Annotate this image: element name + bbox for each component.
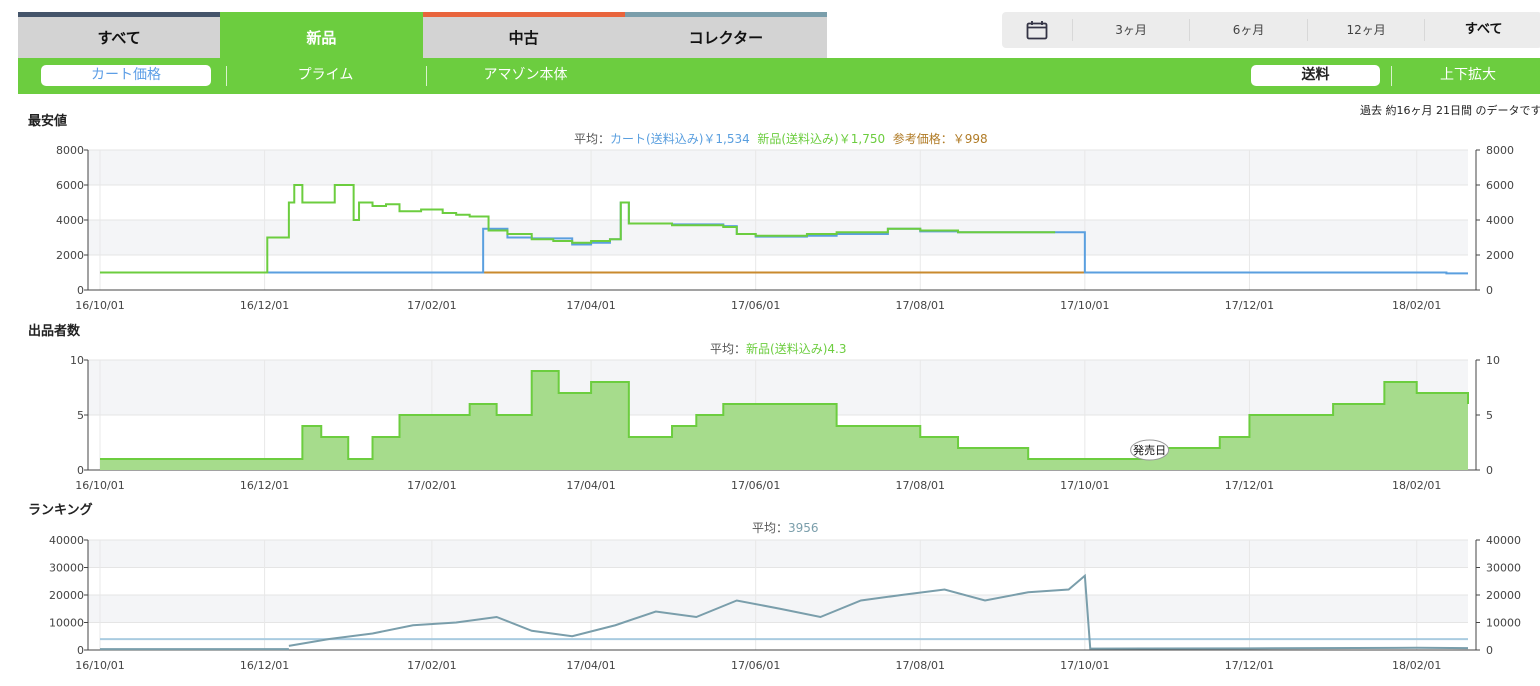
x-tick-label: 17/10/01	[1060, 479, 1109, 492]
avg-prefix: 平均：	[752, 521, 789, 535]
sellers-title: 出品者数	[28, 324, 81, 339]
y-tick-label-left: 8000	[56, 144, 84, 157]
range-3m-button[interactable]: 3ヶ月	[1071, 19, 1190, 41]
shipping-toggle[interactable]: 送料	[1251, 65, 1380, 86]
x-tick-label: 17/12/01	[1225, 299, 1274, 312]
y-tick-label-left: 20000	[49, 589, 84, 602]
tab-new[interactable]: 新品	[220, 12, 423, 58]
toolbar-divider	[226, 66, 227, 86]
cart-price-toggle[interactable]: カート価格	[41, 65, 211, 86]
ranking-average-legend: 平均：3956	[752, 519, 819, 536]
y-tick-label-right: 5	[1486, 409, 1493, 422]
amazon-toggle[interactable]: アマゾン本体	[483, 67, 568, 83]
avg-prefix: 平均：	[710, 342, 747, 356]
x-tick-label: 16/10/01	[75, 659, 124, 672]
x-tick-label: 17/02/01	[407, 659, 456, 672]
sellers-chart: 0 0 5 5 10 10 16/10/01 16/12/01 17/02/01 17/04/01…	[70, 354, 1500, 492]
prime-toggle[interactable]: プライム	[297, 67, 354, 83]
ranking-line	[288, 573, 1469, 650]
y-tick-label-right: 4000	[1486, 214, 1514, 227]
y-tick-label-left: 0	[77, 644, 84, 657]
x-tick-label: 17/06/01	[731, 659, 780, 672]
avg-new: 新品(送料込み)￥1,750	[757, 132, 886, 146]
y-tick-label-right: 8000	[1486, 144, 1514, 157]
avg-new-sellers: 新品(送料込み)4.3	[746, 342, 847, 356]
y-tick-label-left: 2000	[56, 249, 84, 262]
release-date-marker	[1130, 439, 1170, 461]
x-tick-label: 18/02/01	[1392, 299, 1441, 312]
avg-reference: 参考価格：￥998	[892, 132, 988, 146]
y-tick-label-left: 10000	[49, 617, 84, 630]
y-tick-label-right: 0	[1486, 284, 1493, 297]
y-tick-label-right: 0	[1486, 464, 1493, 477]
condition-tabs: すべて 新品 中古 コレクター	[18, 12, 827, 58]
release-date-label: 発売日	[1133, 443, 1166, 457]
sellers-line	[100, 370, 1469, 460]
x-tick-label: 17/12/01	[1225, 659, 1274, 672]
x-tick-label: 16/12/01	[240, 299, 289, 312]
x-tick-label: 17/02/01	[407, 299, 456, 312]
avg-cart: カート(送料込み)￥1,534	[610, 132, 750, 146]
y-tick-label-left: 4000	[56, 214, 84, 227]
y-tick-label-right: 40000	[1486, 534, 1521, 547]
y-tick-label-right: 0	[1486, 644, 1493, 657]
calendar-icon[interactable]	[1002, 20, 1072, 40]
avg-rank: 3956	[788, 521, 819, 535]
y-tick-label-left: 0	[77, 464, 84, 477]
y-tick-label-right: 30000	[1486, 562, 1521, 575]
range-all-button[interactable]: すべて	[1424, 19, 1540, 41]
x-tick-label: 18/02/01	[1392, 479, 1441, 492]
chart-toolbar: カート価格 プライム アマゾン本体 送料 上下拡大	[18, 58, 1540, 94]
x-tick-label: 16/10/01	[75, 479, 124, 492]
new-price-line	[100, 184, 1056, 274]
y-tick-label-right: 10	[1486, 354, 1500, 367]
sellers-average-legend: 平均：新品(送料込み)4.3	[710, 340, 846, 357]
grid-band	[88, 540, 1468, 568]
y-tick-label-right: 20000	[1486, 589, 1521, 602]
price-title: 最安値	[28, 114, 68, 129]
y-tick-label-left: 30000	[49, 562, 84, 575]
x-tick-label: 17/10/01	[1060, 299, 1109, 312]
x-tick-label: 17/08/01	[896, 299, 945, 312]
y-tick-label-left: 10	[70, 354, 84, 367]
x-tick-label: 17/06/01	[731, 299, 780, 312]
x-tick-label: 17/08/01	[896, 659, 945, 672]
range-6m-button[interactable]: 6ヶ月	[1189, 19, 1307, 41]
y-tick-label-left: 40000	[49, 534, 84, 547]
x-tick-label: 17/04/01	[566, 299, 615, 312]
range-selector: 3ヶ月 6ヶ月 12ヶ月 すべて	[1002, 12, 1540, 48]
y-tick-label-left: 5	[77, 409, 84, 422]
toolbar-divider	[1391, 66, 1392, 86]
ranking-title: ランキング	[28, 503, 93, 518]
x-tick-label: 16/12/01	[240, 659, 289, 672]
y-tick-label-left: 0	[77, 284, 84, 297]
period-note: 過去 約16ヶ月 21日間 のデータです	[1360, 104, 1540, 117]
x-tick-label: 17/08/01	[896, 479, 945, 492]
y-tick-label-left: 6000	[56, 179, 84, 192]
tab-collector[interactable]: コレクター	[624, 12, 827, 58]
toolbar-divider	[426, 66, 427, 86]
zoom-toggle[interactable]: 上下拡大	[1440, 67, 1496, 83]
x-tick-label: 17/06/01	[731, 479, 780, 492]
avg-prefix: 平均：	[574, 132, 611, 146]
x-tick-label: 16/12/01	[240, 479, 289, 492]
price-average-legend: 平均：カート(送料込み)￥1,534 新品(送料込み)￥1,750 参考価格：￥…	[574, 130, 988, 147]
x-tick-label: 17/04/01	[566, 659, 615, 672]
price-chart: 0 0 2000 2000 4000 4000 6000 6000 8000 8000 16/10/…	[56, 144, 1514, 312]
y-tick-label-right: 6000	[1486, 179, 1514, 192]
x-tick-label: 17/04/01	[566, 479, 615, 492]
x-tick-label: 17/10/01	[1060, 659, 1109, 672]
x-tick-label: 17/02/01	[407, 479, 456, 492]
range-12m-button[interactable]: 12ヶ月	[1306, 19, 1425, 41]
grid-band	[88, 150, 1468, 185]
x-tick-label: 16/10/01	[75, 299, 124, 312]
x-tick-label: 17/12/01	[1225, 479, 1274, 492]
tab-all[interactable]: すべて	[18, 12, 221, 58]
y-tick-label-right: 10000	[1486, 617, 1521, 630]
y-tick-label-right: 2000	[1486, 249, 1514, 262]
sellers-area	[100, 371, 1468, 470]
x-tick-label: 18/02/01	[1392, 659, 1441, 672]
ranking-chart: 0 0 10000 10000 20000 20000 30000 30000 40000 400…	[49, 534, 1521, 672]
tab-used[interactable]: 中古	[422, 12, 625, 58]
